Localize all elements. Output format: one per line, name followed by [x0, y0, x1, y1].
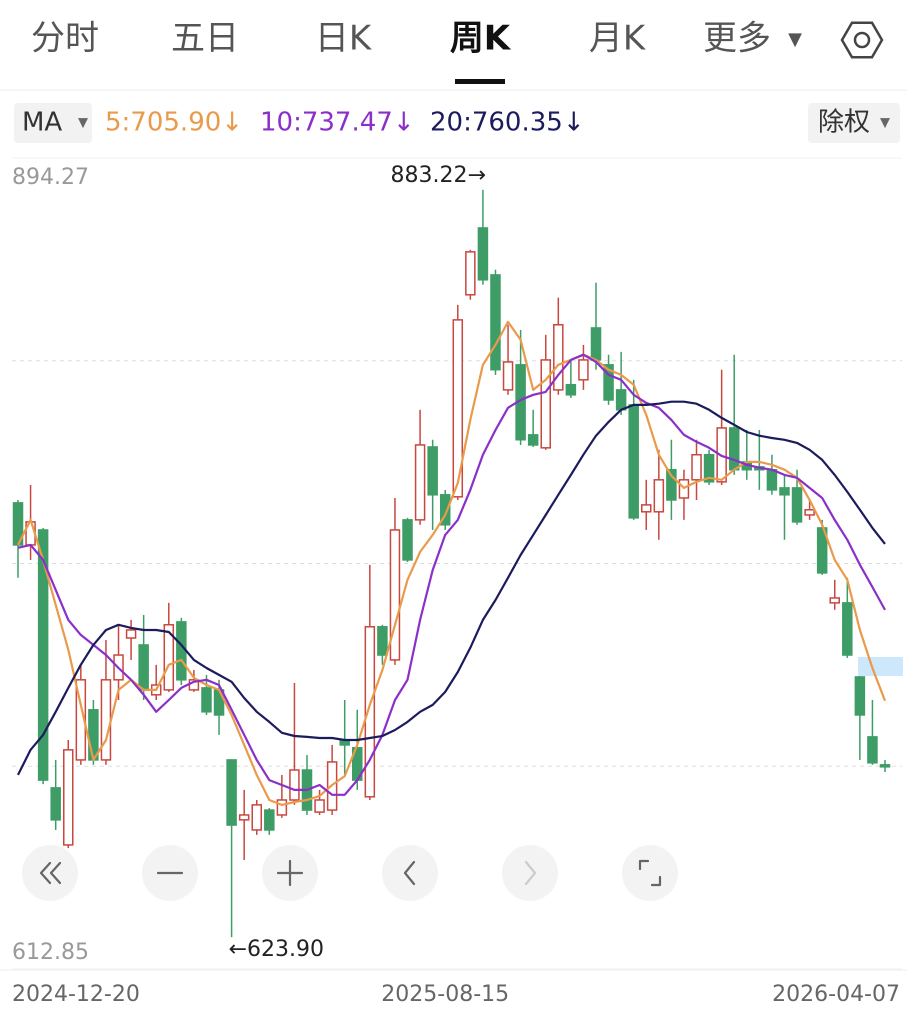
candle-body [12, 502, 24, 546]
ma-line [17, 400, 886, 776]
icon [638, 859, 662, 887]
tab-bar: 分时 五日 日K 周K 月K 更多 [31, 19, 771, 59]
candle-body [465, 251, 476, 296]
candle-body [389, 529, 401, 661]
candle-body [176, 621, 187, 681]
plot: 612.85 894.27 883.22→ ←623.90 [12, 157, 902, 970]
candle-body [289, 769, 300, 801]
tab[interactable]: 五日 [171, 19, 239, 59]
fullscreen-button[interactable] [622, 845, 678, 901]
tab[interactable]: 日K [315, 19, 373, 59]
scroll-left-button[interactable] [382, 845, 438, 901]
candle-body [653, 479, 665, 513]
candle-body [603, 364, 614, 401]
candle-body [867, 736, 878, 764]
candle-body [779, 487, 790, 496]
x-tick-label: 2025-08-15 [381, 982, 509, 1007]
candle-body [414, 444, 426, 521]
candle-body [88, 709, 99, 761]
dropdown-arrow: ▼ [880, 116, 890, 131]
candle-body [578, 359, 589, 381]
tab[interactable]: 周K [450, 19, 512, 59]
adjust-button[interactable] [808, 103, 900, 143]
candle-body [590, 327, 602, 361]
candle-body [37, 529, 49, 781]
candle-body [791, 487, 803, 523]
candle-body [377, 626, 388, 656]
candle-body [728, 427, 740, 471]
candle-body [50, 787, 61, 821]
low-annotation: ←623.90 [229, 937, 324, 962]
candle-body [276, 799, 288, 816]
candle-body [402, 519, 413, 561]
legend-entry: 10:737.47↓ [260, 108, 415, 138]
candle-body [201, 687, 212, 713]
zoom-controls [22, 845, 678, 901]
tab-underline [455, 79, 505, 84]
candle-body [666, 468, 677, 501]
candle-body [238, 814, 250, 821]
candle-body [628, 404, 639, 519]
icon [524, 860, 537, 886]
legend-entry: 5:705.90↓ [105, 108, 243, 138]
candle-body [452, 319, 464, 498]
adjust-button-label: 除权 [818, 108, 870, 138]
candle-body [314, 799, 325, 813]
candle-body [251, 804, 262, 831]
candle-body [540, 359, 551, 449]
candle-body [527, 434, 539, 446]
candle-body [439, 494, 451, 526]
candle-body [163, 624, 175, 691]
candle-body [427, 446, 438, 496]
y-tick-label: 612.85 [12, 940, 89, 965]
candle-body [63, 749, 74, 846]
high-annotation: 883.22→ [390, 163, 485, 188]
candle-body [804, 509, 815, 516]
ma-line [17, 353, 886, 796]
candle-body [879, 764, 891, 768]
candle-body [490, 274, 501, 371]
candle-body [100, 679, 112, 761]
settings-icon[interactable] [840, 21, 884, 59]
tab[interactable]: 分时 [31, 19, 99, 59]
ma-line [17, 320, 887, 806]
icon [403, 860, 416, 886]
candle-body [691, 453, 702, 481]
ma-button-label: MA [22, 108, 62, 138]
candle-body [829, 597, 840, 604]
hexagon [840, 21, 884, 59]
dropdown-arrow: ▼ [788, 29, 802, 50]
candle-body [553, 324, 564, 391]
candle-body [565, 383, 577, 396]
candle-body [703, 453, 715, 483]
legend-entry: 20:760.35↓ [430, 108, 585, 138]
scroll-right-button[interactable] [502, 845, 558, 901]
tab[interactable]: 月K [589, 19, 647, 59]
candle-body [615, 389, 627, 411]
candle-body [364, 626, 376, 798]
candle-body [264, 809, 275, 831]
candle-body [477, 227, 489, 281]
candle-body [766, 468, 778, 491]
y-tick-label: 894.27 [12, 165, 89, 190]
tab[interactable]: 更多 [703, 19, 771, 59]
x-tick-label: 2026-04-07 [772, 982, 900, 1007]
candle-body [226, 759, 237, 826]
icon [39, 861, 62, 885]
x-tick-label: 2024-12-20 [12, 982, 140, 1007]
candle-body [842, 602, 853, 656]
dropdown-arrow: ▼ [78, 116, 88, 131]
candle-body [138, 644, 149, 691]
hexagon-center [853, 31, 871, 49]
candle-body [854, 676, 866, 716]
ma-button[interactable] [14, 103, 92, 143]
candle-body [125, 629, 137, 639]
candle-body [502, 361, 514, 391]
icon [276, 859, 304, 887]
candle-body [641, 504, 652, 513]
price-marker [858, 657, 903, 676]
